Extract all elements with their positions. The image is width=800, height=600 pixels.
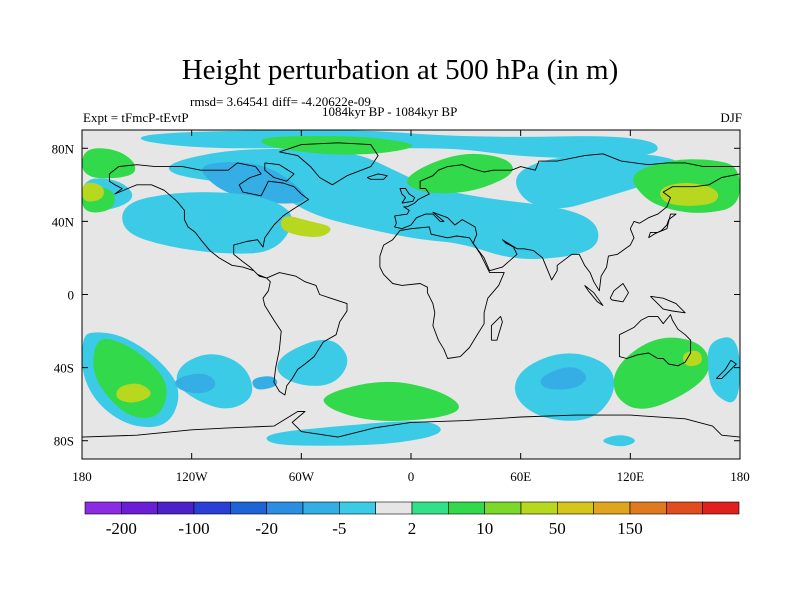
coastline-south-america	[262, 272, 348, 396]
contour-nw-pacific-green	[82, 148, 136, 179]
colorbar-box-9	[411, 501, 449, 515]
contour-nw-yellow	[82, 182, 104, 202]
colorbar-box-2	[157, 501, 195, 515]
contour-pacific-blue-core	[175, 373, 216, 394]
contour-atlantic-blue-core	[252, 376, 278, 390]
colorbar-box-12	[520, 501, 558, 515]
coastline-australia	[618, 314, 692, 367]
coastlines	[82, 142, 740, 438]
contour-siberia-blue	[516, 153, 680, 209]
stats-text: rmsd= 3.64541 diff= -4.20622e-09	[190, 94, 371, 109]
x-tick-label-1: 120W	[176, 469, 209, 484]
colorbar-label-1: -100	[178, 519, 209, 538]
season-label: DJF	[720, 110, 742, 125]
contour-southern-green-sw	[93, 338, 167, 418]
coastline-japan	[648, 213, 677, 239]
colorbar-box-10	[448, 501, 485, 515]
colorbar-box-7	[339, 501, 376, 515]
colorbar-box-11	[484, 501, 522, 515]
contour-sw-yellow	[116, 383, 151, 403]
colorbar-label-4: 2	[408, 519, 417, 538]
contour-arabia-cyan	[603, 435, 635, 447]
colorbar-box-1	[121, 501, 158, 515]
coastline-borneo	[609, 283, 629, 303]
coastline-greenland	[279, 142, 379, 186]
y-tick-label-3: 40S	[54, 361, 74, 376]
colorbar-box-14	[593, 501, 631, 515]
coastline-baffin	[264, 162, 295, 182]
colorbar-box-0	[84, 501, 122, 515]
contour-indian-blue-core	[540, 367, 587, 390]
contour-hudson-blue	[202, 162, 306, 204]
colorbar-box-5	[266, 501, 304, 515]
contour-asia-yellow	[660, 183, 719, 206]
x-tick-label-5: 120E	[617, 469, 645, 484]
x-tick-label-2: 60W	[289, 469, 315, 484]
colorbar-box-8	[375, 501, 413, 515]
y-tick-label-1: 40N	[52, 214, 75, 229]
y-tick-label-0: 80N	[52, 141, 75, 156]
colorbar-box-13	[557, 501, 594, 515]
coastline-iceland	[366, 173, 388, 180]
y-tick-label-4: 80S	[54, 434, 74, 449]
colorbar-label-7: 150	[617, 519, 643, 538]
coastline-british-isles	[399, 188, 416, 204]
coastline-madagascar	[490, 315, 503, 341]
contour-scandinavia-green	[407, 153, 513, 194]
x-tick-label-6: 180	[730, 469, 750, 484]
period-label: 1084kyr BP - 1084kyr BP	[322, 104, 458, 119]
coastline-antarctica	[82, 411, 740, 438]
coastline-eurasia	[394, 153, 740, 292]
contour-aus-yellow	[683, 350, 702, 367]
experiment-label: Expt = tFmcP-tEvtP	[83, 110, 189, 125]
x-tick-label-4: 60E	[510, 469, 531, 484]
coastline-sumatra	[584, 285, 604, 306]
colorbar-box-4	[230, 501, 267, 515]
coastline-new-guinea	[650, 295, 686, 314]
colorbar-box-17	[702, 501, 740, 515]
x-tick-label-3: 0	[408, 469, 415, 484]
coastline-africa	[379, 226, 505, 359]
contour-north-am-yellow	[280, 216, 331, 238]
contour-n-am-cyan-ring	[122, 192, 292, 254]
colorbar-label-5: 10	[476, 519, 493, 538]
y-axis: 80N 40N 0 40S 80S	[52, 141, 740, 449]
colorbar-label-2: -20	[255, 519, 278, 538]
colorbar-box-3	[193, 501, 231, 515]
chart-title: Height perturbation at 500 hPa (in m)	[181, 54, 619, 86]
coastline-north-america	[108, 162, 310, 279]
colorbar: -200 -100 -20 -5 2 10 50 150	[84, 501, 740, 538]
coastline-new-zealand	[715, 359, 737, 380]
colorbar-label-6: 50	[549, 519, 566, 538]
y-tick-label-2: 0	[68, 288, 75, 303]
colorbar-box-16	[666, 501, 703, 515]
contour-nz-cyan	[707, 337, 740, 403]
x-axis: 180 120W 60W 0 60E 120E 180	[72, 130, 750, 484]
colorbar-label-3: -5	[332, 519, 346, 538]
colorbar-box-15	[629, 501, 667, 515]
x-tick-label-0: 180	[72, 469, 92, 484]
colorbar-label-0: -200	[106, 519, 137, 538]
contour-south-atlantic-green	[323, 381, 459, 421]
colorbar-box-6	[302, 501, 340, 515]
